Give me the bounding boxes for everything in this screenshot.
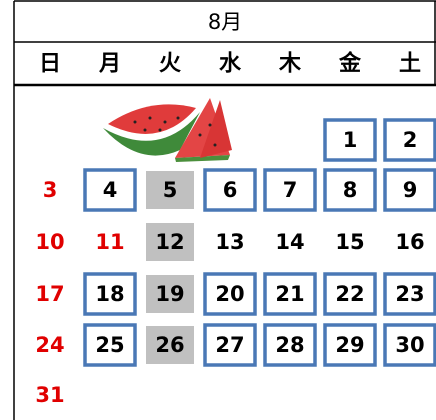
day-box: [263, 272, 317, 316]
day-box: [83, 272, 137, 316]
day-number: 3: [43, 178, 58, 202]
day-number: 26: [155, 333, 184, 357]
day-shade: [146, 275, 194, 313]
day-box: [263, 323, 317, 367]
day-number: 9: [403, 178, 418, 202]
day-number: 15: [335, 230, 364, 254]
day-box: [323, 118, 377, 162]
weekday-label: 水: [219, 52, 242, 77]
day-number: 25: [95, 333, 124, 357]
day-number: 24: [35, 333, 64, 357]
day-number: 17: [35, 282, 64, 306]
day-shade: [146, 223, 194, 261]
day-shade: [146, 326, 194, 364]
day-number: 10: [35, 230, 64, 254]
day-number: 16: [395, 230, 424, 254]
day-number: 22: [335, 282, 364, 306]
day-number: 2: [403, 128, 418, 152]
day-box: [263, 168, 317, 212]
day-number: 21: [275, 282, 304, 306]
weekday-label: 日: [39, 52, 61, 77]
weekday-label: 金: [338, 51, 362, 77]
day-number: 28: [275, 333, 304, 357]
month-title: 8月: [208, 10, 242, 34]
day-shade: [146, 171, 194, 209]
day-box: [323, 168, 377, 212]
weekday-label: 土: [399, 52, 421, 77]
day-box: [383, 323, 436, 367]
day-number: 14: [275, 230, 304, 254]
day-box: [323, 272, 377, 316]
day-number: 19: [155, 282, 184, 306]
weekday-label: 月: [98, 52, 121, 77]
day-number: 7: [283, 178, 298, 202]
day-number: 30: [395, 333, 424, 357]
day-box: [203, 323, 257, 367]
day-number: 8: [343, 178, 358, 202]
day-box: [383, 118, 436, 162]
day-number: 18: [95, 282, 124, 306]
day-number: 31: [35, 383, 64, 407]
day-number: 23: [395, 282, 424, 306]
day-number: 5: [163, 178, 178, 202]
weekday-label: 火: [159, 52, 181, 77]
day-box: [203, 168, 257, 212]
day-box: [323, 323, 377, 367]
day-box: [83, 168, 137, 212]
day-number: 29: [335, 333, 364, 357]
day-number: 1: [343, 128, 358, 152]
day-number: 6: [223, 178, 238, 202]
day-number: 20: [215, 282, 244, 306]
watermelon: [103, 98, 232, 162]
day-box: [83, 323, 137, 367]
weekday-label: 木: [278, 52, 302, 77]
day-number: 12: [155, 230, 184, 254]
day-number: 4: [103, 178, 118, 202]
day-box: [383, 272, 436, 316]
day-number: 11: [95, 230, 124, 254]
day-box: [203, 272, 257, 316]
day-number: 13: [215, 230, 244, 254]
day-box: [383, 168, 436, 212]
day-number: 27: [215, 333, 244, 357]
